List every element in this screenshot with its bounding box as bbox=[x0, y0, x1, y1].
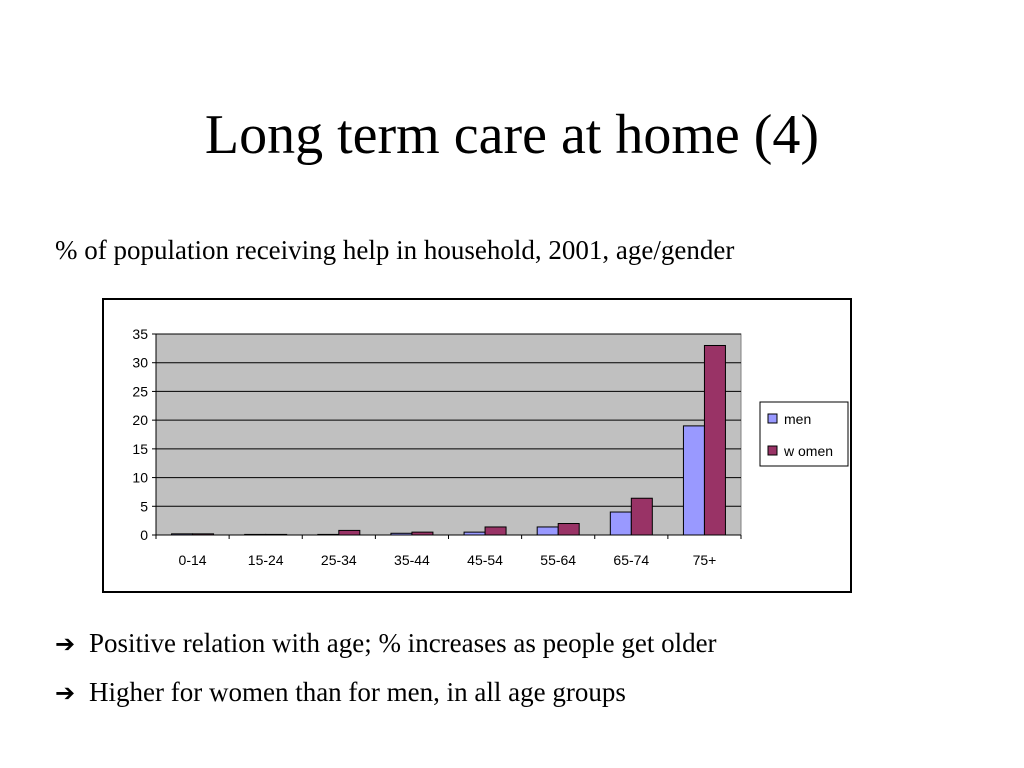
bar-women-45-54 bbox=[484, 526, 507, 536]
y-tick-label: 30 bbox=[132, 355, 148, 371]
x-tick-label: 45-54 bbox=[467, 552, 503, 568]
bar-men-75+ bbox=[682, 425, 705, 536]
bullet-text: Positive relation with age; % increases … bbox=[89, 628, 717, 658]
bar-women-25-34 bbox=[338, 529, 361, 536]
bar-men-25-34 bbox=[317, 533, 340, 536]
bar-women-65-74 bbox=[630, 497, 653, 536]
x-tick-label: 25-34 bbox=[321, 552, 357, 568]
legend-label: w omen bbox=[783, 443, 833, 459]
chart-frame: 0 5 10 15 20 25 30 35 0-14 15-24 25-34 35-44 45-54 55… bbox=[102, 298, 852, 593]
bullet-item: ➔ Higher for women than for men, in all a… bbox=[55, 674, 626, 711]
slide-subtitle: % of population receiving help in househ… bbox=[55, 235, 735, 265]
legend-swatch bbox=[767, 445, 778, 456]
y-tick-label: 5 bbox=[140, 498, 148, 514]
plot-area bbox=[155, 333, 742, 536]
bar-men-45-54 bbox=[463, 531, 486, 536]
y-tick-label: 15 bbox=[132, 441, 148, 457]
x-tick-label: 75+ bbox=[693, 552, 717, 568]
arrow-right-icon: ➔ bbox=[55, 630, 76, 658]
slide-title: Long term care at home (4) bbox=[204, 104, 820, 166]
bar-women-15-24 bbox=[265, 533, 288, 536]
x-tick-label: 65-74 bbox=[613, 552, 649, 568]
bar-chart: 0 5 10 15 20 25 30 35 0-14 15-24 25-34 35-44 45-54 55… bbox=[132, 326, 849, 568]
y-tick-label: 20 bbox=[132, 412, 148, 428]
y-tick-label: 10 bbox=[132, 470, 148, 486]
y-tick-label: 25 bbox=[132, 383, 148, 399]
bar-men-15-24 bbox=[244, 533, 267, 536]
bar-men-55-64 bbox=[536, 526, 559, 536]
bar-men-35-44 bbox=[390, 532, 413, 536]
bar-women-35-44 bbox=[411, 531, 434, 536]
bar-men-0-14 bbox=[171, 533, 194, 536]
x-tick-label: 0-14 bbox=[179, 552, 207, 568]
x-tick-label: 55-64 bbox=[540, 552, 576, 568]
y-tick-label: 0 bbox=[140, 527, 148, 543]
bar-women-0-14 bbox=[192, 533, 215, 536]
legend-swatch bbox=[767, 413, 778, 424]
bar-women-75+ bbox=[703, 344, 726, 536]
bullet-item: ➔ Positive relation with age; % increases… bbox=[55, 625, 717, 662]
x-tick-label: 35-44 bbox=[394, 552, 430, 568]
x-tick-label: 15-24 bbox=[248, 552, 284, 568]
bar-men-65-74 bbox=[609, 511, 632, 536]
y-tick-label: 35 bbox=[132, 326, 148, 342]
arrow-right-icon: ➔ bbox=[55, 679, 76, 707]
bar-women-55-64 bbox=[557, 523, 580, 536]
bullet-text: Higher for women than for men, in all ag… bbox=[89, 677, 626, 707]
legend-label: men bbox=[784, 411, 811, 427]
